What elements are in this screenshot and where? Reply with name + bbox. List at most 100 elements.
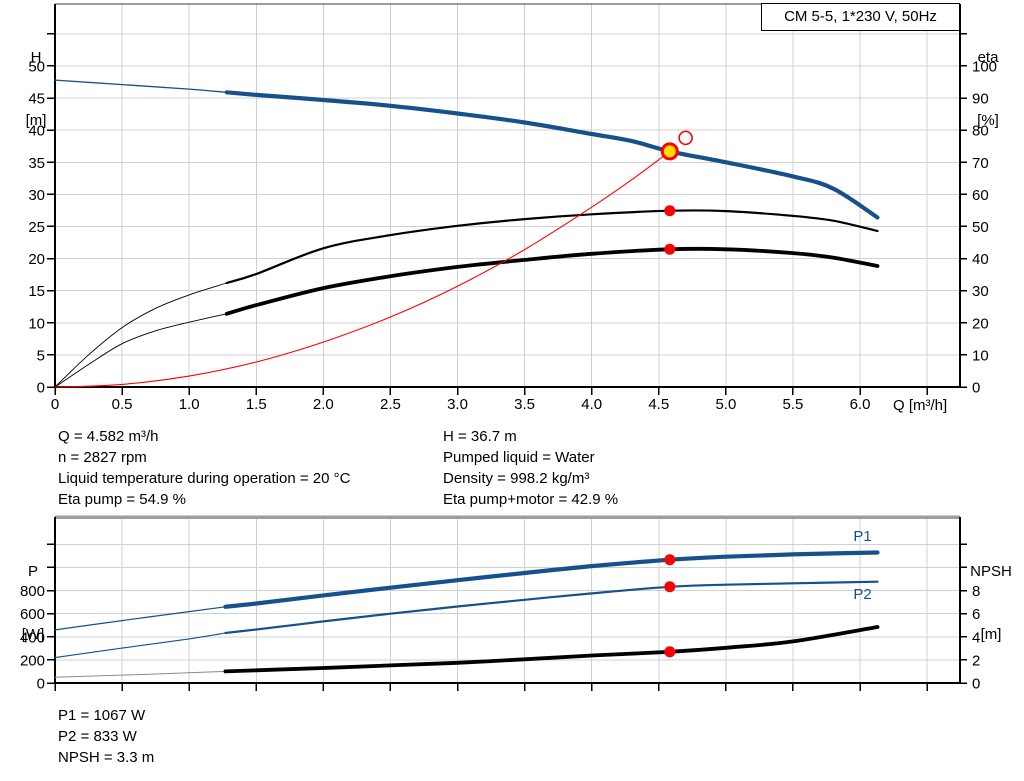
left-tick-label: 35 — [28, 155, 45, 172]
eta-pump-motor-curve-main — [224, 246, 880, 316]
info-p1: P1 = 1067 W — [58, 707, 146, 724]
chart-0-tick-labels: 0 0.5 1.0 1.5 2.0 2.5 3.0 3.5 4.0 4.5 5.0 5.5 6.0 0 5 1… — [28, 58, 997, 413]
eta-axis-header: eta [%] — [963, 5, 1013, 173]
info-pumped-liquid: Pumped liquid = Water — [443, 449, 595, 466]
NPSH-curve — [54, 625, 880, 678]
power-info: P1 = 1067 W P2 = 833 W NPSH = 3.3 m — [58, 705, 154, 768]
system-curve — [54, 150, 671, 388]
NPSH-curve-thin — [54, 670, 226, 678]
left-tick-label: 200 — [20, 652, 45, 669]
left-tick-label: 800 — [20, 583, 45, 600]
left-tick-label: 20 — [28, 251, 45, 268]
right-tick-label: 60 — [972, 187, 989, 204]
right-tick-label: 40 — [972, 251, 989, 268]
right-tick-label: 50 — [972, 219, 989, 236]
eta-pump-point — [664, 205, 676, 217]
left-tick-label: 10 — [28, 315, 45, 332]
pump-title-box: CM 5-5, 1*230 V, 50Hz — [761, 3, 960, 31]
P1-curve — [54, 550, 880, 631]
eta-pump-motor-point — [664, 243, 676, 255]
npsh-axis-header: NPSH [m] — [960, 519, 1022, 687]
info-npsh: NPSH = 3.3 m — [58, 749, 155, 766]
P2-curve-main — [224, 580, 879, 635]
left-tick-label: 45 — [28, 91, 45, 108]
left-tick-label: 600 — [20, 606, 45, 623]
eta-pump-motor-curve-thin — [54, 313, 228, 388]
chart-0: 0 0.5 1.0 1.5 2.0 2.5 3.0 3.5 4.0 4.5 5.0 5.5 6.0 0 5 1… — [28, 3, 997, 413]
info-h: H = 36.7 m — [443, 428, 517, 445]
series-label-P2: P2 — [853, 586, 871, 603]
requested-duty-point — [678, 130, 693, 146]
x-tick-label: 0.5 — [112, 396, 133, 413]
right-tick-label: 20 — [972, 315, 989, 332]
info-density: Density = 998.2 kg/m³ — [443, 470, 590, 487]
chart-1-ticks — [47, 543, 967, 691]
p-axis-unit: [W] — [21, 626, 45, 643]
right-tick-label: 80 — [972, 123, 989, 140]
duty-info-left: Q = 4.582 m³/h n = 2827 rpm Liquid tempe… — [58, 426, 350, 510]
P2-point — [664, 581, 676, 593]
NPSH-point — [664, 646, 676, 658]
x-tick-label: 1.5 — [246, 396, 267, 413]
info-q: Q = 4.582 m³/h — [58, 428, 159, 445]
h-axis-header: H [m] — [12, 5, 60, 173]
chart-1-tick-labels: 0 200 400 600 800 0 2 4 6 8 — [20, 583, 980, 692]
right-tick-label: 6 — [972, 606, 980, 623]
P2-curve — [54, 580, 879, 659]
x-tick-label: 4.0 — [581, 396, 602, 413]
x-tick-label: 2.5 — [380, 396, 401, 413]
eta-pump-curve-main — [225, 209, 879, 285]
x-tick-label: 5.0 — [715, 396, 736, 413]
left-tick-label: 25 — [28, 219, 45, 236]
right-tick-label: 0 — [972, 676, 980, 693]
chart-0-ticks — [47, 33, 967, 395]
right-tick-label: 90 — [972, 91, 989, 108]
info-eta-pump-motor: Eta pump+motor = 42.9 % — [443, 491, 619, 508]
right-tick-label: 4 — [972, 629, 980, 646]
chart-0-frame — [54, 3, 961, 388]
x-tick-label: 1.0 — [179, 396, 200, 413]
right-tick-label: 30 — [972, 283, 989, 300]
chart-1-frame — [54, 515, 961, 684]
npsh-axis-unit: [m] — [980, 626, 1002, 643]
pump-curve-H-main — [224, 90, 880, 220]
eta-pump-motor-curve — [54, 246, 880, 388]
h-axis-label: H — [30, 49, 42, 66]
info-n: n = 2827 rpm — [58, 449, 147, 466]
duty-info-right: H = 36.7 m Pumped liquid = Water Density… — [443, 426, 618, 510]
P1-curve-main — [223, 550, 880, 609]
left-tick-label: 0 — [37, 676, 45, 693]
h-axis-unit: [m] — [25, 112, 47, 129]
eta-pump-curve — [54, 209, 879, 388]
left-tick-label: 0 — [37, 380, 45, 397]
system-curve-main — [54, 150, 671, 388]
right-tick-label: 2 — [972, 652, 980, 669]
x-tick-label: 6.0 — [850, 396, 871, 413]
right-tick-label: 8 — [972, 583, 980, 600]
left-tick-label: 40 — [28, 123, 45, 140]
right-tick-label: 10 — [972, 347, 989, 364]
pump-curve-H-thin — [54, 79, 228, 93]
chart-0-grid — [55, 4, 960, 387]
series-label-P1: P1 — [853, 528, 871, 545]
x-tick-label: 4.5 — [648, 396, 669, 413]
right-tick-label: 0 — [972, 380, 980, 397]
pump-curve-H — [54, 79, 880, 220]
P2-curve-thin — [54, 632, 226, 659]
p-axis-label: P — [27, 563, 38, 580]
P1-point — [664, 554, 676, 566]
info-p2: P2 = 833 W — [58, 728, 137, 745]
chart-1-grid — [55, 517, 960, 683]
x-tick-label: 3.0 — [447, 396, 468, 413]
x-tick-label: 2.0 — [313, 396, 334, 413]
x-tick-label: 3.5 — [514, 396, 535, 413]
left-tick-label: 30 — [28, 187, 45, 204]
left-tick-label: 50 — [28, 58, 45, 75]
eta-axis-label: eta — [977, 49, 999, 66]
x-tick-label: 5.5 — [783, 396, 804, 413]
info-liquid-temp: Liquid temperature during operation = 20… — [58, 470, 351, 487]
eta-axis-unit: [%] — [977, 112, 999, 129]
eta-pump-curve-thin — [54, 282, 228, 388]
